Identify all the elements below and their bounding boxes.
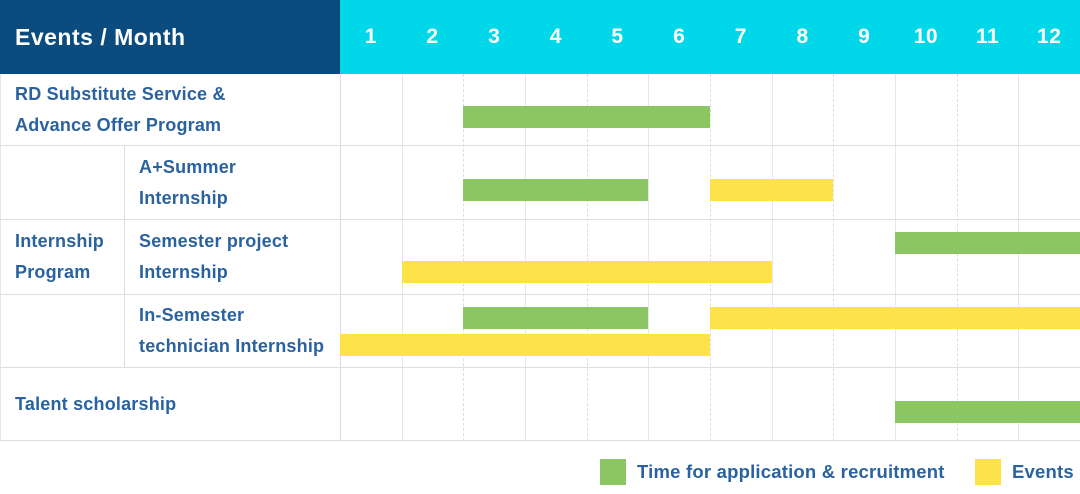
bar-lane-a-plus-summer-internship <box>340 146 1080 219</box>
row-talent-scholarship: Talent scholarship <box>0 368 1080 441</box>
legend: Time for application & recruitment Events <box>0 441 1080 494</box>
month-header-9: 9 <box>833 0 895 74</box>
month-header-11: 11 <box>957 0 1019 74</box>
group-label-line: Program <box>15 257 124 288</box>
row-label-line: RD Substitute Service & <box>15 79 340 110</box>
row-rd-substitute: RD Substitute Service &Advance Offer Pro… <box>0 74 1080 146</box>
row-label-semester-project-internship: Semester projectInternship <box>124 220 340 294</box>
row-label-line: Semester project <box>139 226 340 257</box>
group-label-internship-program: InternshipProgram <box>0 146 124 368</box>
event-rows: RD Substitute Service &Advance Offer Pro… <box>0 74 1080 441</box>
legend-swatch-event <box>975 459 1001 485</box>
month-header-7: 7 <box>710 0 772 74</box>
row-label-line: Talent scholarship <box>15 389 340 420</box>
month-header-12: 12 <box>1018 0 1080 74</box>
month-header-5: 5 <box>587 0 649 74</box>
month-header-10: 10 <box>895 0 957 74</box>
row-label-line: Advance Offer Program <box>15 110 340 141</box>
events-month-header-cell: Events / Month <box>0 0 340 74</box>
event-bar-a-plus-summer-internship <box>710 179 833 201</box>
row-label-line: In-Semester <box>139 300 340 331</box>
table-header-row: Events / Month 123456789101112 <box>0 0 1080 74</box>
event-bar-in-semester-technician-internship <box>340 334 710 356</box>
month-header-1: 1 <box>340 0 402 74</box>
row-label-line: technician Internship <box>139 331 340 362</box>
legend-label-event: Events <box>1012 461 1074 483</box>
bar-lane-talent-scholarship <box>340 368 1080 440</box>
recruitment-gantt-chart: Events / Month 123456789101112 RD Substi… <box>0 0 1080 494</box>
row-semester-project-internship: Semester projectInternship <box>0 220 1080 295</box>
event-bar-in-semester-technician-internship <box>710 307 1080 329</box>
month-header-strip: 123456789101112 <box>340 0 1080 74</box>
month-header-8: 8 <box>772 0 834 74</box>
row-label-line: A+Summer <box>139 152 340 183</box>
month-header-3: 3 <box>463 0 525 74</box>
application-bar-in-semester-technician-internship <box>463 307 648 329</box>
legend-item-event: Events <box>975 459 1074 485</box>
legend-swatch-application <box>600 459 626 485</box>
row-a-plus-summer-internship: A+SummerInternship <box>0 146 1080 220</box>
legend-item-application: Time for application & recruitment <box>600 459 945 485</box>
application-bar-a-plus-summer-internship <box>463 179 648 201</box>
row-label-line: Internship <box>139 183 340 214</box>
legend-label-application: Time for application & recruitment <box>637 461 945 483</box>
bar-lane-in-semester-technician-internship <box>340 295 1080 367</box>
row-label-a-plus-summer-internship: A+SummerInternship <box>124 146 340 219</box>
row-label-rd-substitute: RD Substitute Service &Advance Offer Pro… <box>0 74 340 145</box>
row-label-in-semester-technician-internship: In-Semestertechnician Internship <box>124 295 340 367</box>
row-label-talent-scholarship: Talent scholarship <box>0 368 340 440</box>
row-label-line: Internship <box>139 257 340 288</box>
month-header-2: 2 <box>402 0 464 74</box>
month-header-6: 6 <box>648 0 710 74</box>
application-bar-rd-substitute <box>463 106 710 128</box>
application-bar-talent-scholarship <box>895 401 1080 423</box>
group-label-line: Internship <box>15 226 124 257</box>
application-bar-semester-project-internship <box>895 232 1080 254</box>
bar-lane-rd-substitute <box>340 74 1080 145</box>
row-in-semester-technician-internship: In-Semestertechnician Internship <box>0 295 1080 368</box>
month-header-4: 4 <box>525 0 587 74</box>
event-bar-semester-project-internship <box>402 261 772 283</box>
bar-lane-semester-project-internship <box>340 220 1080 294</box>
chart-body: RD Substitute Service &Advance Offer Pro… <box>0 74 1080 441</box>
